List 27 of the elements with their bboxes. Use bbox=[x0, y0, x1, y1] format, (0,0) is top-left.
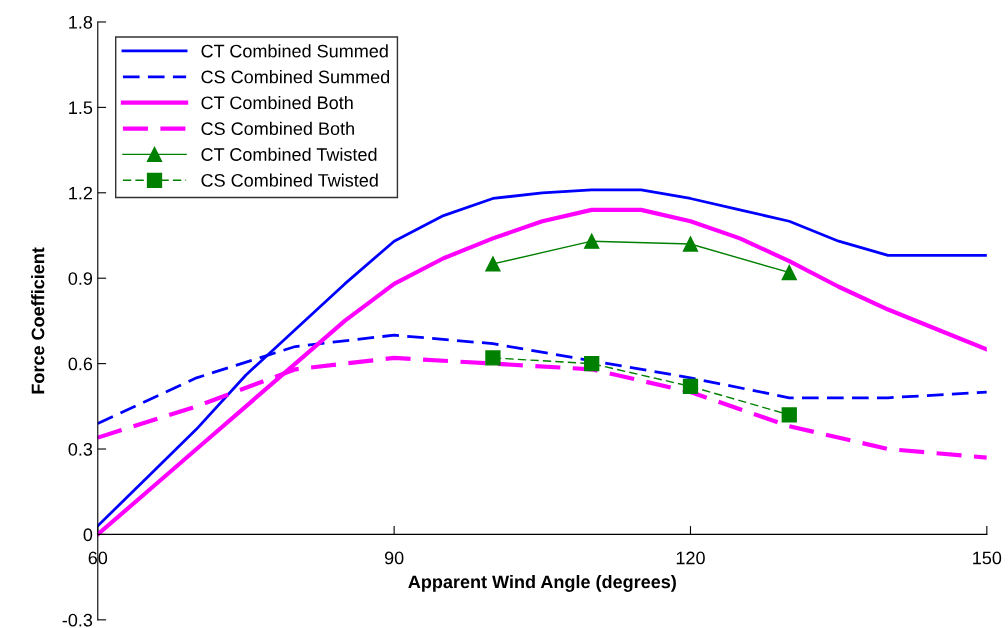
y-tick-label: 0.9 bbox=[68, 272, 93, 285]
point bbox=[682, 236, 699, 252]
legend-label: CT Combined Summed bbox=[201, 44, 388, 58]
y-tick-label: 1.2 bbox=[69, 186, 93, 200]
legend-label: CT Combined Both bbox=[201, 95, 353, 110]
point bbox=[485, 350, 501, 366]
x-axis-title: Apparent Wind Angle (degrees) bbox=[408, 575, 676, 592]
y-tick-label: 0.6 bbox=[68, 357, 93, 371]
y-tick-label: 0 bbox=[83, 528, 93, 542]
point bbox=[781, 407, 797, 423]
point bbox=[682, 378, 699, 395]
point bbox=[781, 264, 797, 281]
point bbox=[584, 355, 600, 372]
x-tick-label: 150 bbox=[973, 551, 1002, 565]
y-tick-label: -0.3 bbox=[62, 613, 93, 627]
y-axis-title: Force Coefficient bbox=[31, 247, 45, 394]
legend-label: CS Combined Both bbox=[201, 121, 354, 136]
y-tick-label: 0.3 bbox=[68, 442, 93, 456]
x-tick-label: 120 bbox=[676, 551, 705, 565]
legend-label: CT Combined Twisted bbox=[201, 147, 377, 161]
x-tick-label: 90 bbox=[384, 551, 404, 565]
point bbox=[584, 233, 600, 249]
legend-label: CS Combined Twisted bbox=[201, 173, 378, 187]
legend-label: CS Combined Summed bbox=[201, 70, 390, 84]
point bbox=[485, 256, 501, 272]
y-tick-label: 1.5 bbox=[69, 101, 93, 115]
y-tick-label: 1.8 bbox=[69, 15, 93, 29]
